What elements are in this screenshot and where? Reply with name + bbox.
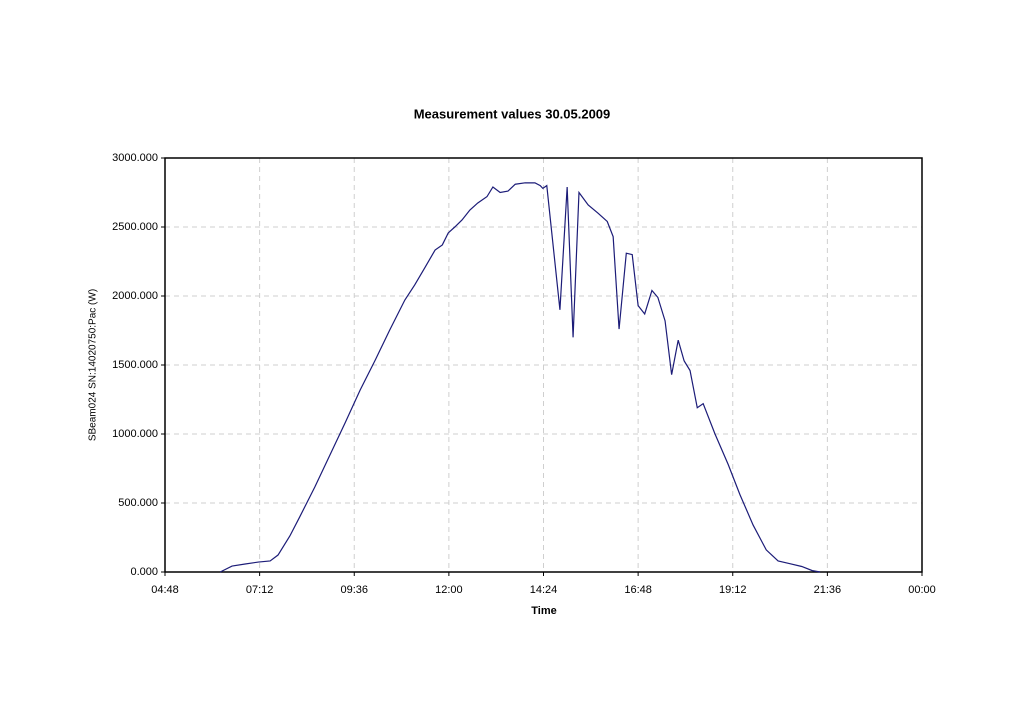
plot-border (164, 157, 923, 573)
y-tick-label: 0.000 (130, 566, 158, 578)
x-tick-label: 04:48 (151, 584, 179, 596)
chart-title: Measurement values 30.05.2009 (414, 106, 611, 121)
x-tick-label: 14:24 (530, 584, 558, 596)
y-tick-label: 1000.000 (112, 428, 158, 440)
y-tick-label: 2000.000 (112, 290, 158, 302)
x-tick-label: 21:36 (814, 584, 842, 596)
x-axis-label: Time (531, 605, 556, 617)
x-tick-label: 00:00 (908, 584, 936, 596)
y-axis-label: SBeam024 SN:14020750:Pac (W) (88, 289, 99, 441)
x-tick-label: 19:12 (719, 584, 747, 596)
y-tick-label: 1500.000 (112, 359, 158, 371)
y-tick-label: 500.000 (118, 497, 158, 509)
x-tick-label: 12:00 (435, 584, 463, 596)
x-tick-label: 09:36 (340, 584, 368, 596)
y-tick-label: 3000.000 (112, 152, 158, 164)
x-tick-label: 07:12 (246, 584, 274, 596)
data-line (219, 182, 821, 573)
x-tick-label: 16:48 (624, 584, 652, 596)
y-tick-label: 2500.000 (112, 221, 158, 233)
